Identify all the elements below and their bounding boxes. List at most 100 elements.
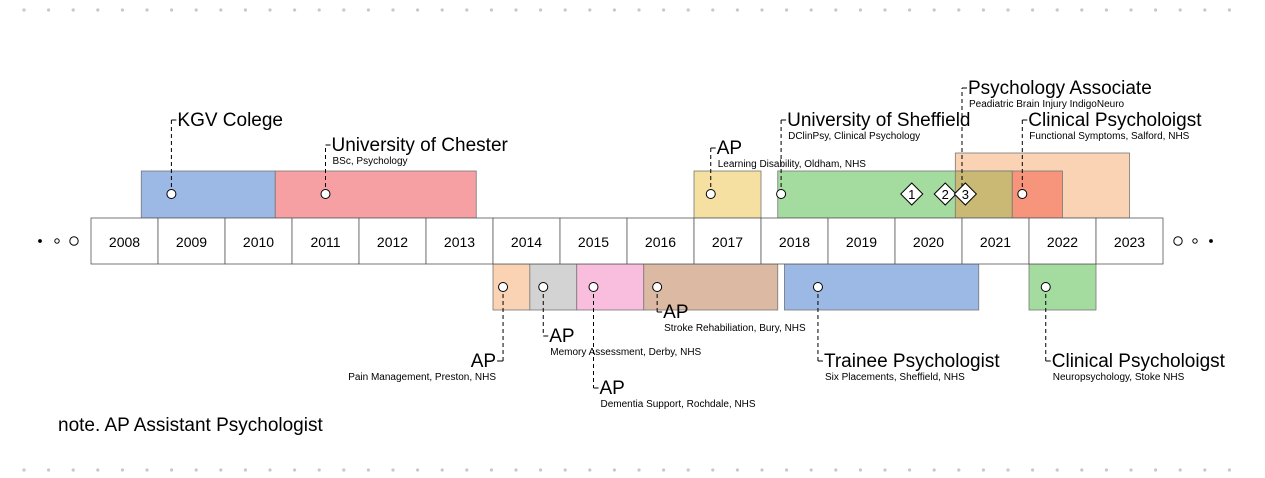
milestone-diamond [900, 182, 924, 206]
border-dot [489, 468, 493, 472]
axis-ellipsis-dot [1173, 236, 1183, 246]
border-dot [637, 468, 641, 472]
work-title: Trainee Psychologist [824, 351, 1000, 372]
work-bar [576, 263, 645, 311]
work-subtitle: Pain Management, Preston, NHS [348, 372, 496, 383]
year-cell [961, 217, 1030, 265]
border-dot [735, 468, 740, 472]
border-dot [1178, 468, 1182, 472]
border-dot [145, 8, 149, 12]
border-dot [96, 468, 100, 472]
education-subtitle: Peadiatric Brain Injury IndigoNeuro [969, 99, 1125, 110]
border-dot [243, 8, 247, 12]
border-dot [612, 468, 617, 472]
border-dot [1006, 468, 1010, 472]
border-dot [908, 8, 912, 12]
work-layer [492, 263, 1097, 311]
border-dot [809, 468, 813, 472]
axis-ellipsis-dot [1192, 238, 1198, 244]
border-dot [612, 8, 617, 12]
border-dot [981, 8, 986, 12]
education-bar [693, 170, 762, 219]
border-dot [71, 8, 75, 12]
milestone-label: 2 [942, 187, 949, 202]
border-dot [342, 8, 346, 12]
border-dot [47, 8, 51, 12]
year-tick-label: 2015 [578, 234, 609, 250]
work-subtitle: Neuropsychology, Stoke NHS [1053, 372, 1185, 383]
education-marker [1017, 189, 1028, 199]
year-tick-label: 2022 [1047, 234, 1078, 250]
border-dot [416, 468, 420, 472]
border-dot [686, 468, 690, 472]
border-dot [834, 468, 838, 472]
axis-ellipsis-dot [1209, 239, 1213, 243]
education-marker [776, 189, 787, 199]
border-dot [1227, 468, 1231, 472]
border-dot [1080, 468, 1084, 472]
year-tick-label: 2017 [712, 234, 743, 250]
border-dot [170, 8, 174, 12]
border-dot [563, 8, 567, 12]
border-dot [760, 8, 764, 12]
border-dot [686, 8, 690, 12]
year-tick-label: 2023 [1114, 234, 1145, 250]
axis-ellipsis-dot [69, 236, 79, 246]
year-tick-label: 2018 [779, 234, 810, 250]
education-marker [705, 189, 716, 199]
education-marker [166, 189, 177, 199]
border-dot [1031, 468, 1035, 472]
education-title: KGV Colege [177, 110, 283, 131]
axis-ellipsis-dot [54, 238, 60, 244]
milestone-diamond [953, 182, 978, 206]
year-cell [425, 217, 494, 265]
border-dot [293, 468, 297, 472]
education-subtitle: DClinPsy, Clinical Psychology [788, 131, 920, 142]
work-marker [538, 282, 549, 292]
border-dot [1104, 468, 1108, 472]
border-dot [465, 468, 469, 472]
border-dot [1154, 468, 1158, 472]
chart-note: note. AP Assistant Psychologist [58, 415, 323, 436]
year-cell [894, 217, 963, 265]
border-dot [1227, 8, 1231, 12]
education-title: Psychology Associate [968, 78, 1152, 99]
border-dot [268, 8, 272, 12]
year-cell [157, 217, 226, 265]
bottom-dotted-border [22, 468, 1231, 472]
border-dot [145, 468, 149, 472]
border-dot [96, 8, 100, 12]
border-dot [489, 8, 493, 12]
work-title: Clinical Psycholoigst [1052, 351, 1226, 372]
border-dot [1154, 8, 1158, 12]
year-tick-label: 2016 [645, 234, 676, 250]
year-cell [1095, 217, 1164, 265]
border-dot [883, 8, 887, 12]
border-dot [785, 8, 789, 12]
work-subtitle: Dementia Support, Rochdale, NHS [601, 399, 756, 410]
work-title: AP [549, 326, 574, 347]
work-title: AP [600, 378, 625, 399]
border-dot [440, 468, 444, 472]
border-dot [539, 8, 543, 12]
border-dot [1203, 8, 1207, 12]
border-dot [342, 468, 346, 472]
education-bar [274, 170, 477, 219]
border-dot [563, 468, 567, 472]
work-marker [652, 282, 663, 292]
border-dot [981, 468, 986, 472]
border-dot [957, 468, 961, 472]
border-dot [711, 8, 715, 12]
education-title: University of Chester [332, 135, 509, 156]
work-marker [812, 282, 823, 292]
border-dot [120, 8, 124, 12]
border-dot [662, 8, 666, 12]
border-dot [1006, 8, 1010, 12]
year-cell [693, 217, 762, 265]
border-dot [588, 8, 592, 12]
border-dot [243, 468, 247, 472]
year-cell [224, 217, 293, 265]
year-axis: 2008 2009 2010 2011 2012 2013 2014 2015 2016 2017… [38, 217, 1213, 265]
work-title: AP [471, 351, 496, 372]
